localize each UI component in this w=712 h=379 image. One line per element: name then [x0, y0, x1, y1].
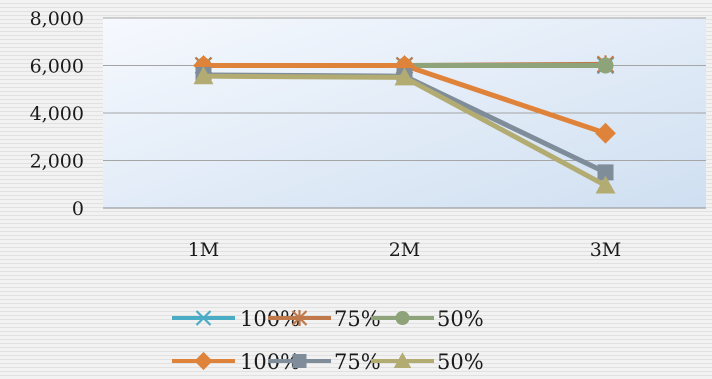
data-point — [291, 310, 308, 326]
y-axis-ticks: 0 2,000 4,000 6,000 8,000 — [30, 8, 84, 220]
y-tick-label: 4,000 — [30, 103, 84, 125]
legend-label: 50% — [437, 307, 484, 331]
y-tick-label: 6,000 — [30, 56, 84, 78]
data-point — [394, 55, 415, 76]
data-point — [195, 310, 212, 326]
series-lines — [193, 55, 616, 194]
data-point — [193, 66, 214, 85]
data-point — [595, 122, 616, 144]
x-tick-label: 3M — [590, 239, 622, 261]
data-point — [395, 311, 410, 325]
data-point — [194, 351, 213, 371]
data-point — [394, 67, 415, 86]
data-point — [597, 164, 614, 181]
data-point — [292, 354, 307, 368]
data-point — [597, 57, 614, 74]
series-5 — [193, 66, 616, 194]
data-point — [393, 352, 412, 368]
y-tick-label: 0 — [72, 198, 84, 220]
legend-item: 50% — [371, 307, 484, 331]
y-tick-label: 2,000 — [30, 151, 84, 173]
x-tick-label: 1M — [188, 239, 220, 261]
data-point — [595, 175, 616, 194]
legend-item: 50% — [371, 350, 484, 374]
legend-label: 50% — [437, 350, 484, 374]
x-axis-ticks: 1M 2M 3M — [188, 239, 622, 261]
legend: 100%75%50%100%75%50% — [172, 307, 484, 374]
x-tick-label: 2M — [389, 239, 421, 261]
y-tick-label: 8,000 — [30, 8, 84, 30]
